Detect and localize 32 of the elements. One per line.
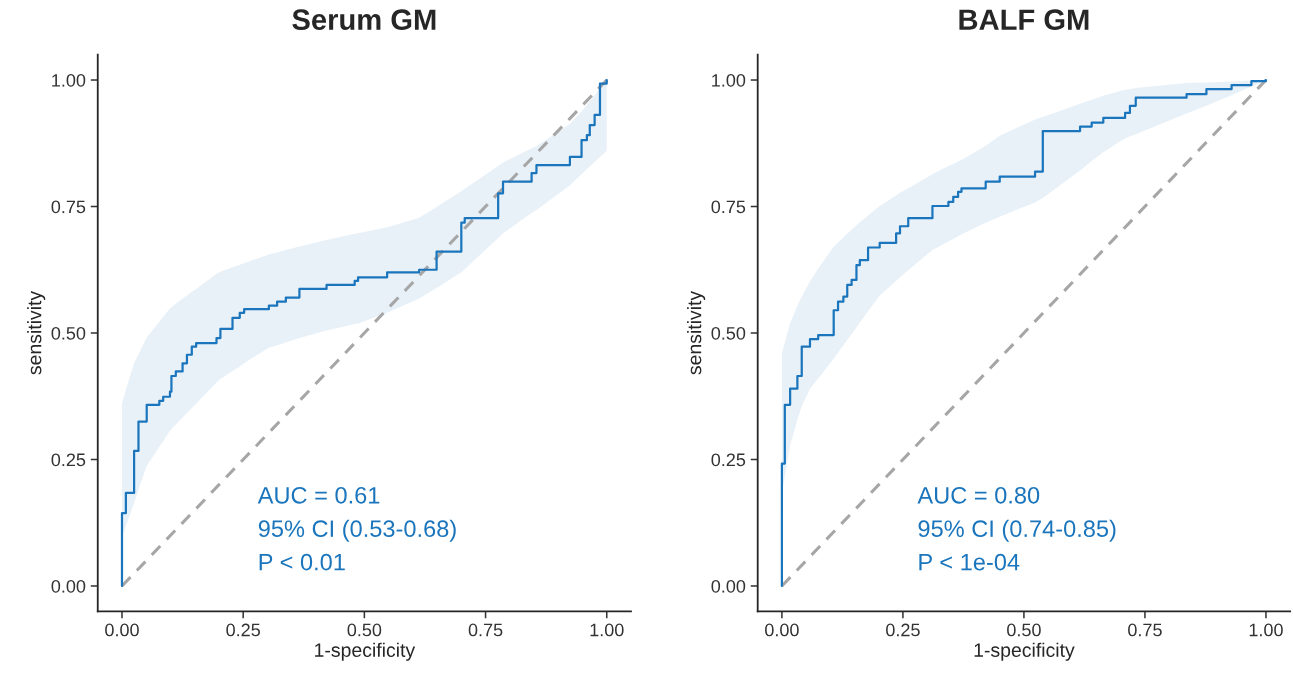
x-axis-title: 1-specificity xyxy=(315,642,416,661)
y-axis-title: sensitivity xyxy=(27,290,46,375)
chart-title: Serum GM xyxy=(292,9,436,31)
x-tick-label: 0.25 xyxy=(886,623,920,637)
annotation: P < 0.01 xyxy=(259,553,345,571)
x-tick-label: 0.25 xyxy=(226,623,260,637)
y-tick-label: 0.25 xyxy=(711,453,746,467)
x-tick-label: 0.50 xyxy=(1007,623,1041,637)
y-tick-label: 0.75 xyxy=(51,200,86,214)
y-tick-label: 1.00 xyxy=(712,73,746,87)
y-tick-label: 0.00 xyxy=(51,579,86,593)
y-tick-label: 0.50 xyxy=(51,326,86,340)
annotation: 95% CI (0.53-0.68) xyxy=(258,519,456,542)
x-tick-label: 0.00 xyxy=(765,623,799,637)
y-tick-label: 0.50 xyxy=(711,326,746,340)
y-axis-title: sensitivity xyxy=(687,290,706,375)
x-tick-label: 0.75 xyxy=(468,623,503,637)
x-tick-label: 1.00 xyxy=(590,623,624,637)
x-axis-title: 1-specificity xyxy=(974,642,1075,661)
annotation: AUC = 0.80 xyxy=(917,486,1040,504)
annotation: AUC = 0.61 xyxy=(257,486,380,504)
chart-title: BALF GM xyxy=(959,9,1089,31)
y-tick-label: 0.00 xyxy=(711,579,746,593)
y-tick-label: 1.00 xyxy=(52,73,86,87)
y-tick-label: 0.25 xyxy=(51,453,86,467)
annotation: 95% CI (0.74-0.85) xyxy=(918,519,1116,542)
x-tick-label: 1.00 xyxy=(1249,623,1283,637)
y-tick-label: 0.75 xyxy=(711,200,746,214)
x-tick-label: 0.75 xyxy=(1128,623,1162,637)
annotation: P < 1e-04 xyxy=(919,553,1020,571)
x-tick-label: 0.00 xyxy=(105,623,139,637)
x-tick-label: 0.50 xyxy=(347,623,382,637)
